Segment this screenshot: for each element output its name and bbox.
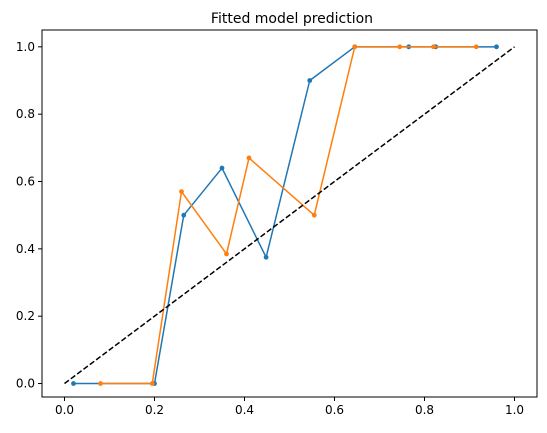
series-0-point bbox=[263, 254, 269, 260]
axes-frame bbox=[41, 29, 538, 398]
series-1-point bbox=[352, 44, 358, 50]
x-tick-label: 1.0 bbox=[505, 403, 524, 417]
series-1-point bbox=[149, 381, 155, 386]
series-1-point bbox=[246, 155, 252, 161]
series-1-point bbox=[397, 44, 403, 50]
y-tick-label: 0.6 bbox=[16, 175, 35, 189]
series-1-point bbox=[98, 381, 103, 386]
x-tick-label: 0.2 bbox=[145, 403, 164, 417]
series-0-point bbox=[494, 44, 499, 50]
series-0-point bbox=[71, 381, 76, 386]
series-1-point bbox=[473, 44, 479, 50]
x-tick-label: 0.6 bbox=[325, 403, 344, 417]
series-0-point bbox=[181, 212, 187, 218]
y-tick-label: 0.8 bbox=[16, 107, 35, 121]
y-tick-label: 1.0 bbox=[16, 40, 35, 54]
x-tick-label: 0.8 bbox=[415, 403, 434, 417]
chart-title: Fitted model prediction bbox=[211, 11, 373, 27]
series-1-point bbox=[224, 251, 229, 257]
x-tick-label: 0.4 bbox=[235, 403, 254, 417]
y-tick-label: 0.2 bbox=[16, 309, 35, 323]
y-tick-label: 0.0 bbox=[16, 377, 35, 391]
x-tick-label: 0.0 bbox=[55, 403, 74, 417]
series-line-0 bbox=[73, 46, 497, 385]
series-0-point bbox=[219, 165, 225, 171]
series-1-point bbox=[179, 189, 184, 195]
reference-diagonal-line bbox=[64, 46, 515, 385]
series-1-point bbox=[431, 44, 436, 50]
series-1-point bbox=[311, 212, 317, 218]
series-line-1 bbox=[100, 46, 477, 385]
axes: 0.0 0.2 0.4 0.6 0.8 1.0 0.0 0.2 0.4 0.6 0.8 1.0 bbox=[16, 40, 524, 417]
y-tick-label: 0.4 bbox=[16, 242, 35, 256]
series-0-point bbox=[307, 78, 313, 83]
plot-area bbox=[64, 44, 515, 386]
